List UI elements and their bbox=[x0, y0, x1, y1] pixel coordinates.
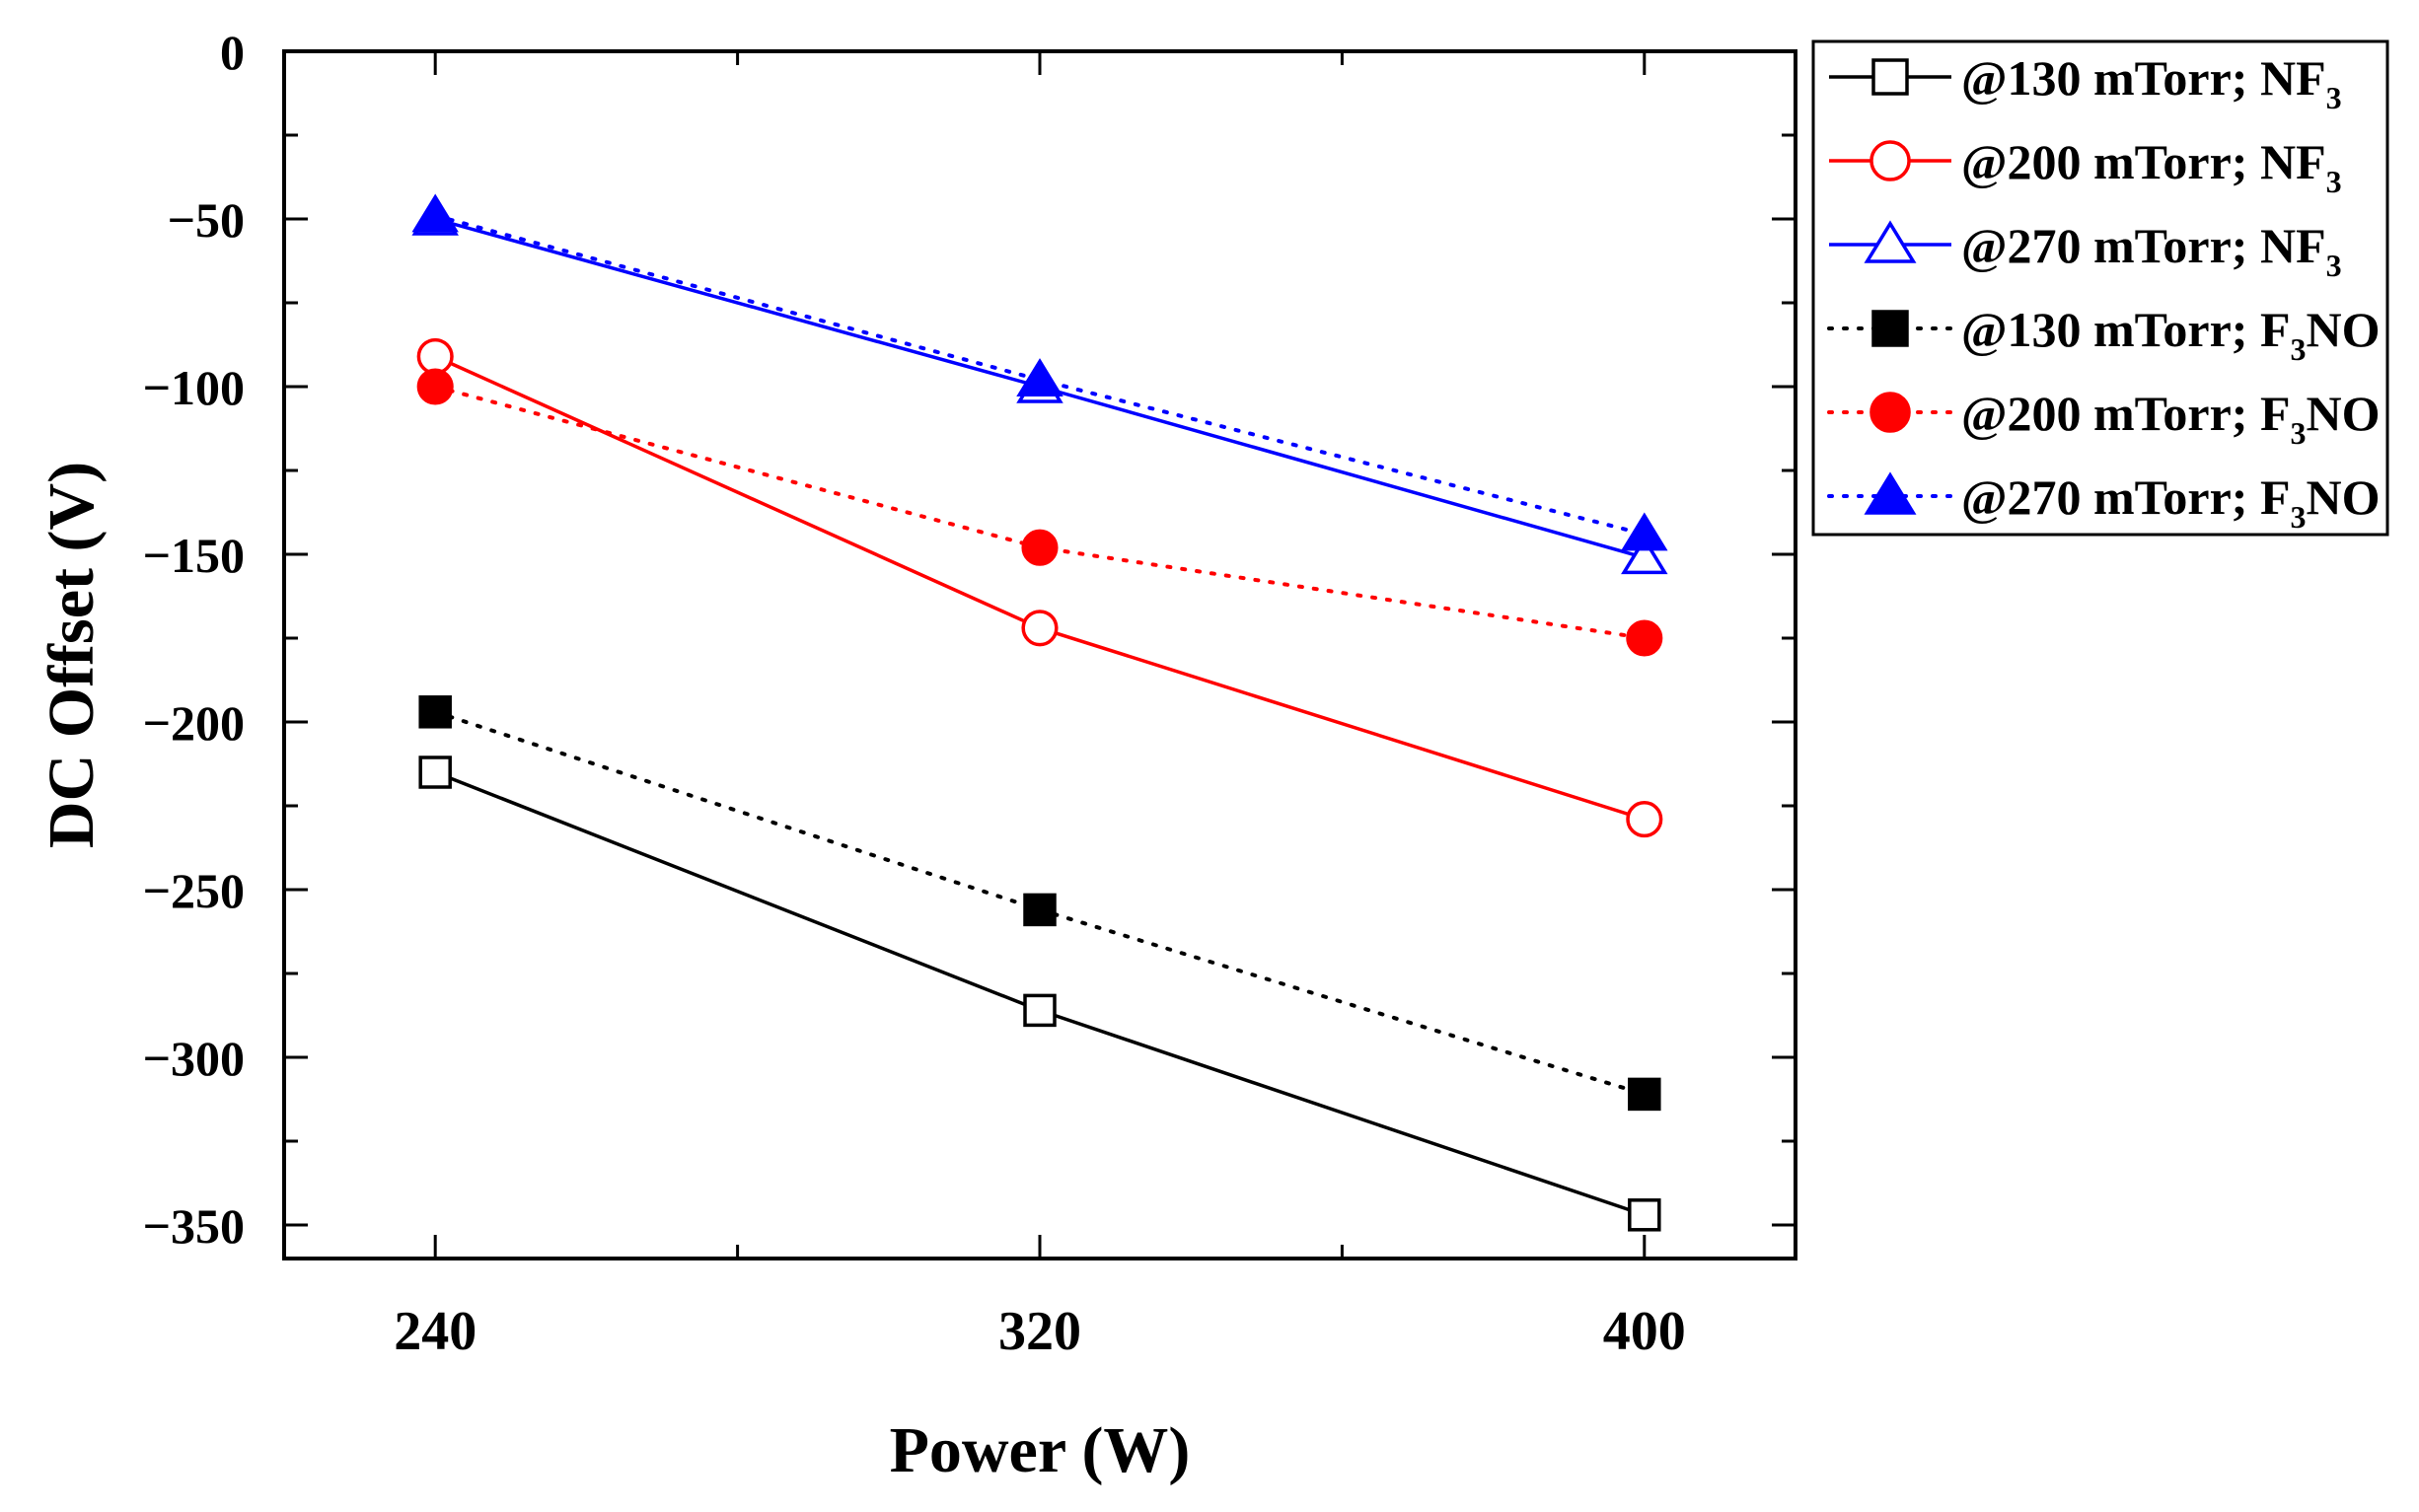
legend-label-subscript: 3 bbox=[2291, 415, 2307, 451]
series-2 bbox=[416, 337, 1663, 838]
axis-ticks bbox=[284, 49, 1796, 1259]
legend-label: @270 mTorr; F3NO bbox=[1961, 469, 2381, 535]
series-line bbox=[433, 385, 1647, 640]
series-1 bbox=[418, 756, 1661, 1232]
y-tick-label: −350 bbox=[143, 1198, 246, 1254]
data-point bbox=[1021, 610, 1059, 647]
data-point bbox=[1021, 529, 1059, 566]
legend-label-main: @200 mTorr; NF bbox=[1961, 134, 2326, 189]
series-line bbox=[433, 213, 1647, 537]
data-point bbox=[1621, 512, 1668, 551]
data-point bbox=[1621, 536, 1668, 575]
legend-label: @200 mTorr; NF3 bbox=[1961, 134, 2342, 199]
legend-label-subscript: 3 bbox=[2326, 248, 2342, 283]
plot-frame bbox=[282, 49, 1797, 1260]
data-point bbox=[1628, 1077, 1661, 1112]
series-layer bbox=[411, 193, 1668, 1232]
y-tick-label: 0 bbox=[220, 25, 245, 80]
series-4 bbox=[418, 695, 1661, 1112]
legend-entries: @130 mTorr; NF3@200 mTorr; NF3@270 mTorr… bbox=[1827, 50, 2381, 535]
y-tick-label: −300 bbox=[143, 1031, 246, 1086]
legend-label-suffix: NO bbox=[2307, 386, 2381, 441]
y-tick-label: −150 bbox=[143, 528, 246, 583]
legend-entry: @130 mTorr; F3NO bbox=[1827, 302, 2381, 367]
series-line bbox=[434, 354, 1646, 822]
series-5 bbox=[416, 368, 1663, 657]
legend-marker bbox=[1871, 58, 1909, 96]
data-point bbox=[1626, 801, 1663, 838]
y-tick-label: −250 bbox=[143, 863, 246, 918]
y-tick-label: −200 bbox=[143, 695, 246, 751]
data-point bbox=[418, 756, 452, 789]
legend-marker bbox=[1869, 140, 1911, 181]
x-tick-label: 320 bbox=[998, 1301, 1081, 1362]
legend-label-subscript: 3 bbox=[2291, 499, 2307, 535]
legend-label-main: @130 mTorr; NF bbox=[1961, 50, 2326, 106]
series-line bbox=[434, 770, 1646, 1217]
x-axis-title: Power (W) bbox=[890, 1414, 1191, 1486]
y-tick-labels: 0 −50 −100 −150 −200 −250 −300 −350 bbox=[143, 25, 246, 1254]
legend-entry: @130 mTorr; NF3 bbox=[1829, 50, 2342, 115]
legend-label-suffix: NO bbox=[2307, 302, 2381, 357]
x-tick-labels: 240 320 400 bbox=[394, 1301, 1686, 1362]
data-point bbox=[1023, 993, 1057, 1028]
legend-marker bbox=[1871, 310, 1909, 347]
data-point bbox=[418, 695, 452, 729]
legend-label-main: @270 mTorr; NF bbox=[1961, 218, 2326, 273]
legend-marker bbox=[1869, 392, 1911, 433]
y-tick-label: −100 bbox=[143, 360, 246, 415]
data-point bbox=[411, 193, 459, 233]
legend-label: @270 mTorr; NF3 bbox=[1961, 218, 2342, 283]
legend-label: @130 mTorr; NF3 bbox=[1961, 50, 2342, 115]
data-point bbox=[1016, 358, 1063, 396]
legend-marker bbox=[1864, 471, 1917, 515]
legend-entry: @200 mTorr; NF3 bbox=[1829, 134, 2342, 199]
legend-label-main: @270 mTorr; F bbox=[1961, 469, 2291, 525]
y-axis-title: DC Offset (V) bbox=[36, 462, 108, 848]
data-point bbox=[1626, 619, 1663, 657]
legend-entry: @200 mTorr; F3NO bbox=[1827, 386, 2381, 451]
legend-label-main: @200 mTorr; F bbox=[1961, 386, 2291, 441]
legend: @130 mTorr; NF3@200 mTorr; NF3@270 mTorr… bbox=[1811, 39, 2389, 537]
legend-label-subscript: 3 bbox=[2326, 80, 2342, 115]
legend-label: @200 mTorr; F3NO bbox=[1961, 386, 2381, 451]
data-point bbox=[416, 368, 454, 405]
x-tick-label: 400 bbox=[1603, 1301, 1686, 1362]
legend-label-subscript: 3 bbox=[2291, 331, 2307, 367]
legend-label-main: @130 mTorr; F bbox=[1961, 302, 2291, 357]
data-point bbox=[1023, 893, 1057, 927]
legend-box bbox=[1811, 39, 2389, 537]
legend-label: @130 mTorr; F3NO bbox=[1961, 302, 2381, 367]
data-point bbox=[416, 337, 454, 375]
y-tick-label: −50 bbox=[168, 192, 246, 248]
legend-label-suffix: NO bbox=[2307, 469, 2381, 525]
series-6 bbox=[411, 193, 1668, 551]
legend-marker bbox=[1864, 220, 1917, 263]
x-tick-label: 240 bbox=[394, 1301, 476, 1362]
legend-entry: @270 mTorr; NF3 bbox=[1829, 218, 2342, 283]
legend-entry: @270 mTorr; F3NO bbox=[1827, 469, 2381, 535]
legend-label-subscript: 3 bbox=[2326, 164, 2342, 199]
data-point bbox=[1628, 1198, 1661, 1232]
